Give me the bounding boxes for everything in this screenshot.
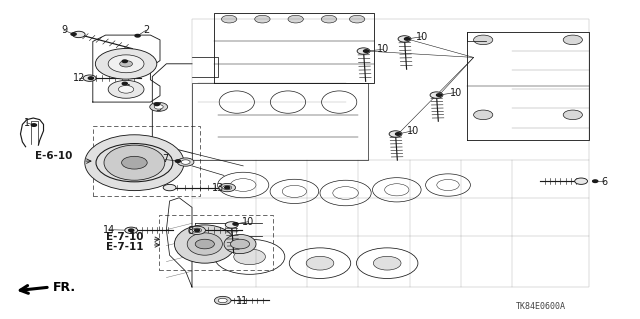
- Circle shape: [189, 226, 205, 234]
- Circle shape: [150, 102, 168, 111]
- Circle shape: [223, 185, 232, 190]
- Circle shape: [191, 227, 204, 234]
- Text: 4: 4: [125, 84, 131, 94]
- Circle shape: [83, 75, 96, 81]
- Circle shape: [255, 15, 270, 23]
- Text: 6: 6: [602, 177, 608, 187]
- Circle shape: [364, 50, 369, 52]
- Circle shape: [436, 94, 442, 96]
- Circle shape: [122, 156, 147, 169]
- Circle shape: [357, 48, 370, 54]
- Circle shape: [154, 103, 159, 106]
- Circle shape: [288, 15, 303, 23]
- Circle shape: [31, 124, 36, 126]
- Circle shape: [306, 256, 334, 270]
- Circle shape: [154, 105, 163, 109]
- Circle shape: [221, 15, 237, 23]
- Circle shape: [563, 35, 582, 45]
- Ellipse shape: [85, 135, 184, 190]
- Text: 9: 9: [61, 25, 67, 35]
- Circle shape: [474, 110, 493, 120]
- Circle shape: [214, 296, 231, 305]
- Ellipse shape: [104, 145, 165, 180]
- Circle shape: [474, 35, 493, 45]
- Circle shape: [181, 160, 190, 164]
- Circle shape: [396, 133, 401, 135]
- Text: 12: 12: [72, 73, 85, 83]
- Circle shape: [593, 180, 598, 182]
- Ellipse shape: [174, 225, 236, 263]
- Circle shape: [125, 227, 138, 234]
- Text: FR.: FR.: [52, 281, 76, 294]
- Text: E-7-10: E-7-10: [106, 232, 143, 242]
- Circle shape: [234, 249, 266, 265]
- Circle shape: [389, 131, 402, 137]
- Circle shape: [404, 38, 410, 40]
- Circle shape: [225, 186, 230, 189]
- Text: 10: 10: [449, 87, 462, 98]
- Text: 7: 7: [162, 154, 168, 165]
- Circle shape: [216, 297, 229, 304]
- Circle shape: [118, 85, 134, 93]
- Text: 8: 8: [188, 226, 194, 236]
- Circle shape: [349, 15, 365, 23]
- Text: 11: 11: [236, 296, 248, 307]
- Circle shape: [373, 256, 401, 270]
- Circle shape: [563, 110, 582, 120]
- Circle shape: [193, 228, 202, 233]
- Text: 2: 2: [143, 25, 149, 35]
- Text: 5: 5: [156, 103, 162, 114]
- Text: TK84E0600A: TK84E0600A: [516, 302, 566, 311]
- Ellipse shape: [224, 234, 256, 254]
- Circle shape: [135, 34, 140, 37]
- Circle shape: [218, 298, 227, 303]
- Circle shape: [120, 61, 132, 67]
- Text: 10: 10: [406, 126, 419, 136]
- Circle shape: [230, 239, 250, 249]
- Text: E-6-10: E-6-10: [35, 151, 72, 161]
- Ellipse shape: [188, 233, 223, 255]
- Circle shape: [177, 158, 194, 166]
- Circle shape: [575, 178, 588, 184]
- Circle shape: [88, 77, 93, 79]
- Circle shape: [398, 36, 411, 42]
- Text: 10: 10: [376, 44, 389, 55]
- Circle shape: [195, 239, 214, 249]
- Circle shape: [108, 55, 144, 73]
- Text: 13: 13: [211, 183, 224, 193]
- Circle shape: [129, 229, 134, 232]
- Circle shape: [95, 48, 157, 79]
- Circle shape: [321, 15, 337, 23]
- Circle shape: [195, 229, 200, 232]
- Circle shape: [219, 183, 236, 192]
- Circle shape: [430, 92, 443, 98]
- Circle shape: [72, 31, 85, 38]
- Circle shape: [233, 223, 238, 225]
- Circle shape: [71, 33, 76, 35]
- Text: 10: 10: [416, 32, 429, 42]
- Circle shape: [175, 160, 180, 162]
- Circle shape: [108, 80, 144, 98]
- Circle shape: [225, 222, 238, 228]
- Text: 14: 14: [102, 225, 115, 235]
- Text: 10: 10: [242, 217, 255, 227]
- Circle shape: [122, 60, 127, 63]
- Text: 1: 1: [24, 118, 30, 128]
- Circle shape: [163, 184, 176, 191]
- Text: 3: 3: [120, 62, 126, 72]
- Circle shape: [122, 82, 127, 85]
- Text: E-7-11: E-7-11: [106, 242, 143, 252]
